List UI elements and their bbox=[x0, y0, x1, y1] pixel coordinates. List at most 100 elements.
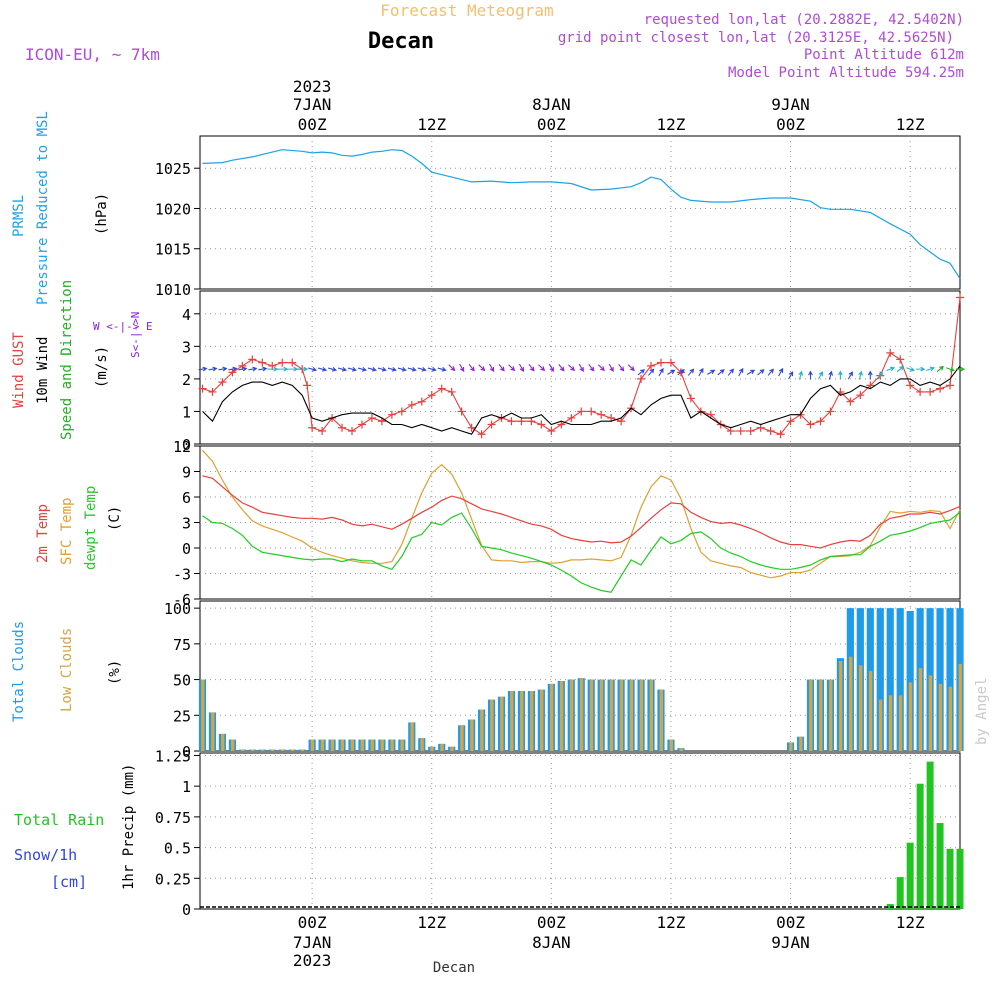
wind-arrow bbox=[508, 364, 516, 372]
wind-gust-marker bbox=[926, 387, 935, 396]
wind-gust-marker bbox=[467, 423, 476, 432]
wind-gust-marker bbox=[218, 378, 227, 387]
precip-bars bbox=[886, 761, 964, 909]
wind-arrow bbox=[228, 366, 238, 372]
wind-arrow bbox=[817, 371, 824, 380]
wind-gust-marker bbox=[826, 407, 835, 416]
low-cloud-bar bbox=[549, 683, 554, 751]
wind-gust-marker bbox=[477, 430, 486, 439]
wind-gust-marker bbox=[427, 391, 436, 400]
clouds-ytick-label: 100 bbox=[164, 600, 191, 618]
low-cloud-bar bbox=[589, 679, 594, 751]
low-cloud-bar bbox=[350, 739, 354, 751]
top-time-label: 12Z bbox=[417, 115, 446, 134]
clouds-yticks: 0 25 50 75 100 bbox=[164, 600, 200, 761]
wind-gust-marker bbox=[397, 407, 406, 416]
rain-bar bbox=[896, 877, 904, 909]
wind-arrow bbox=[936, 365, 945, 373]
precip-yticks: 0 0.25 0.5 0.75 1 1.25 bbox=[155, 747, 200, 919]
precip-ytick-label: 0.5 bbox=[164, 840, 191, 858]
wind-arrow bbox=[407, 367, 417, 372]
top-time-label: 12Z bbox=[896, 115, 925, 134]
top-time-label: 00Z bbox=[537, 115, 566, 134]
dewpoint-label: dewpt Temp bbox=[83, 486, 99, 570]
bottom-time-label: 12Z bbox=[417, 913, 446, 932]
low-cloud-bar bbox=[888, 695, 893, 751]
wind-arrow bbox=[498, 364, 505, 372]
wind-gust-marker bbox=[238, 361, 247, 370]
wind-gust-marker bbox=[886, 348, 895, 357]
wind-arrow bbox=[258, 366, 268, 372]
wind-gust-marker bbox=[846, 397, 855, 406]
low-cloud-bar bbox=[460, 725, 464, 751]
low-clouds-label: Low Clouds bbox=[59, 628, 75, 712]
wind-arrow bbox=[287, 366, 299, 372]
low-cloud-bar bbox=[838, 661, 843, 751]
wind-gust-marker bbox=[637, 374, 646, 383]
low-cloud-bar bbox=[480, 709, 484, 751]
low-cloud-bar bbox=[490, 699, 494, 751]
gridpoint-coords: grid point closest lon,lat (20.3125E, 42… bbox=[558, 30, 954, 46]
low-cloud-bar bbox=[211, 712, 215, 751]
temp-yticks: -6 -3 0 3 6 9 12 bbox=[173, 438, 200, 609]
wind-arrow bbox=[478, 364, 486, 372]
low-cloud-bar bbox=[938, 683, 943, 751]
wind-ytick-label: 2 bbox=[182, 371, 191, 389]
wind-arrow bbox=[427, 367, 437, 372]
wind-gust-marker bbox=[666, 358, 675, 367]
wind-gust-marker bbox=[258, 358, 267, 367]
prmsl-label: PRMSL bbox=[11, 195, 27, 237]
rain-bar bbox=[906, 842, 914, 909]
wind-unit: (m/s) bbox=[94, 346, 110, 388]
wind-arrow bbox=[468, 364, 475, 372]
wind-arrow bbox=[886, 366, 896, 372]
wind-arrow bbox=[308, 367, 318, 372]
bottom-time-label: 12Z bbox=[656, 913, 685, 932]
total-cloud-bar bbox=[906, 611, 914, 751]
top-day-label: 9JAN bbox=[771, 95, 810, 114]
low-cloud-bar bbox=[539, 689, 544, 751]
total-cloud-bar bbox=[936, 608, 944, 751]
wind-gust-marker bbox=[656, 358, 665, 367]
total-cloud-bar bbox=[876, 608, 884, 751]
wind-arrow bbox=[538, 364, 546, 372]
wind-arrow bbox=[677, 369, 685, 376]
low-cloud-bar bbox=[819, 679, 823, 751]
low-cloud-bar bbox=[340, 739, 345, 751]
low-cloud-bar bbox=[510, 691, 514, 751]
rain-bar bbox=[946, 848, 954, 909]
low-cloud-bar bbox=[400, 739, 404, 751]
wind-arrow bbox=[417, 367, 427, 372]
pressure-ytick-label: 1020 bbox=[155, 200, 191, 218]
low-cloud-bar bbox=[809, 679, 813, 751]
low-cloud-bar bbox=[370, 739, 374, 751]
wind-gust-marker bbox=[816, 417, 825, 426]
precip-ytick-label: 0.25 bbox=[155, 870, 191, 888]
low-cloud-bar bbox=[569, 679, 574, 751]
bottom-day-label: 9JAN bbox=[771, 933, 810, 952]
pressure-ytick-label: 1010 bbox=[155, 281, 191, 299]
model-altitude: Model Point Altitude 594.25m bbox=[728, 65, 964, 81]
pressure-ytick-label: 1015 bbox=[155, 241, 191, 259]
dewpoint-line bbox=[202, 511, 961, 593]
low-cloud-bar bbox=[898, 695, 903, 751]
wind-arrow bbox=[489, 363, 495, 372]
wind-gust-marker bbox=[457, 407, 466, 416]
wind-gust-marker bbox=[407, 400, 416, 409]
low-cloud-bar bbox=[430, 746, 434, 751]
prmsl-line bbox=[202, 149, 961, 279]
low-cloud-bar bbox=[928, 675, 933, 751]
compass-vertical: S<-|->N bbox=[129, 312, 142, 358]
wind-arrow bbox=[618, 364, 625, 372]
wind-ytick-label: 0 bbox=[182, 436, 191, 454]
wind-gust-marker bbox=[318, 426, 327, 435]
model-label: ICON-EU, ~ 7km bbox=[25, 45, 160, 64]
bottom-day-label: 7JAN bbox=[293, 933, 332, 952]
pressure-label: Pressure Reduced to MSL bbox=[35, 111, 51, 305]
wind-gust-marker bbox=[916, 387, 925, 396]
precip-ytick-label: 1 bbox=[182, 778, 191, 796]
wind-arrow bbox=[746, 369, 756, 375]
snow-label: Snow/1h bbox=[14, 846, 77, 864]
wind-arrow bbox=[896, 365, 905, 373]
